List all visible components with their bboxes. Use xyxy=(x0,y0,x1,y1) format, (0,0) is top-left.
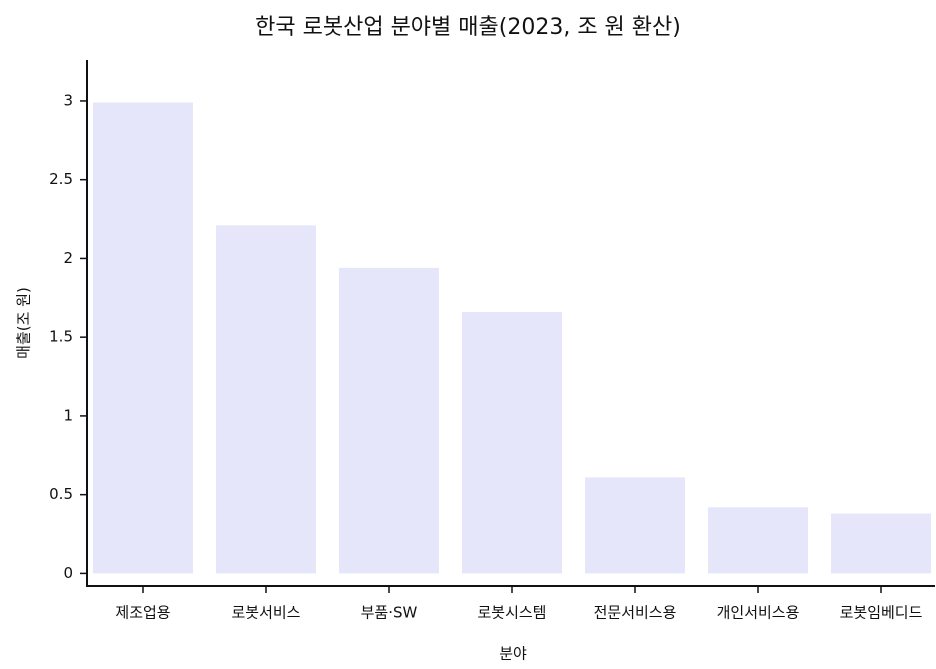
y-tick-label: 1.5 xyxy=(49,328,73,346)
x-tick-label: 개인서비스용 xyxy=(717,604,800,622)
y-tick-label: 2.5 xyxy=(49,170,73,188)
bar xyxy=(585,477,685,574)
x-tick-label: 부품·SW xyxy=(361,604,418,622)
y-tick-label: 0 xyxy=(63,564,73,582)
chart-title: 한국 로봇산업 분야별 매출(2023, 조 원 환산) xyxy=(255,15,681,40)
y-tick-label: 2 xyxy=(63,249,73,267)
bar xyxy=(93,102,193,574)
x-axis-label: 분야 xyxy=(499,645,527,663)
bar xyxy=(339,267,439,574)
bar xyxy=(831,513,931,574)
y-tick-label: 0.5 xyxy=(49,485,73,503)
bar xyxy=(462,311,562,574)
x-tick-label: 로봇임베디드 xyxy=(840,604,923,622)
x-tick-label: 로봇서비스 xyxy=(231,604,300,622)
y-axis-label: 매출(조 원) xyxy=(15,287,33,359)
y-tick-label: 3 xyxy=(63,91,73,109)
x-tick-label: 제조업용 xyxy=(115,604,170,622)
bar xyxy=(216,225,316,574)
x-tick-label: 로봇시스템 xyxy=(477,604,546,622)
bar xyxy=(708,507,808,574)
x-tick-label: 전문서비스용 xyxy=(594,604,677,622)
y-tick-label: 1 xyxy=(63,406,73,424)
